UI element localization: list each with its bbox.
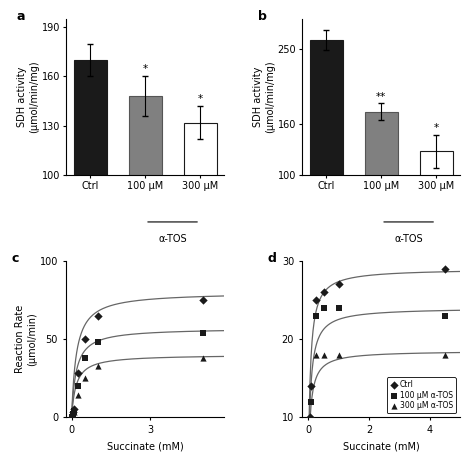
- 300 μM α-TOS: [306, 437, 314, 444]
- 300 μM α-TOS: [308, 421, 315, 428]
- 300 μM α-TOS: [441, 351, 448, 358]
- Point: [94, 362, 101, 369]
- Y-axis label: SDH activity
(μmol/min/mg): SDH activity (μmol/min/mg): [18, 61, 39, 133]
- 300 μM α-TOS: [305, 452, 312, 460]
- 100 μM α-TOS: [305, 452, 312, 460]
- Y-axis label: Reaction Rate
(μmol/min): Reaction Rate (μmol/min): [15, 305, 37, 373]
- Text: a: a: [16, 9, 25, 23]
- Legend: Ctrl, 100 μM α-TOS, 300 μM α-TOS: Ctrl, 100 μM α-TOS, 300 μM α-TOS: [387, 377, 456, 413]
- Ctrl: [320, 288, 328, 296]
- Point: [71, 406, 78, 413]
- Bar: [183, 122, 217, 339]
- Text: d: d: [268, 252, 277, 264]
- Point: [69, 412, 77, 419]
- Point: [68, 413, 75, 421]
- Text: *: *: [198, 93, 202, 104]
- Point: [74, 382, 82, 390]
- Text: α-TOS: α-TOS: [394, 235, 423, 245]
- Point: [68, 413, 75, 421]
- Point: [68, 413, 75, 421]
- Point: [94, 338, 101, 346]
- Point: [199, 296, 207, 304]
- 100 μM α-TOS: [320, 304, 328, 311]
- Bar: [128, 96, 162, 339]
- 100 μM α-TOS: [312, 312, 320, 319]
- Point: [94, 312, 101, 319]
- Point: [74, 370, 82, 377]
- X-axis label: Succinate (mM): Succinate (mM): [107, 441, 183, 451]
- Point: [199, 354, 207, 362]
- Y-axis label: SDH activity
(μmol/min/mg): SDH activity (μmol/min/mg): [253, 61, 275, 133]
- Point: [199, 329, 207, 337]
- Point: [74, 392, 82, 399]
- Point: [71, 409, 78, 416]
- Text: *: *: [143, 64, 147, 74]
- 100 μM α-TOS: [308, 398, 315, 405]
- 300 μM α-TOS: [320, 351, 328, 358]
- Ctrl: [306, 413, 314, 421]
- 100 μM α-TOS: [441, 312, 448, 319]
- Bar: [365, 112, 398, 259]
- Ctrl: [308, 382, 315, 390]
- Point: [69, 409, 77, 416]
- Bar: [310, 40, 343, 259]
- Ctrl: [312, 296, 320, 304]
- Text: α-TOS: α-TOS: [158, 235, 187, 245]
- Ctrl: [305, 452, 312, 460]
- X-axis label: Succinate (mM): Succinate (mM): [343, 441, 419, 451]
- 300 μM α-TOS: [335, 351, 343, 358]
- Bar: [419, 152, 453, 259]
- Point: [81, 374, 89, 382]
- Point: [71, 407, 78, 415]
- 100 μM α-TOS: [335, 304, 343, 311]
- Point: [69, 410, 77, 418]
- Ctrl: [335, 281, 343, 288]
- Text: *: *: [434, 123, 438, 133]
- 300 μM α-TOS: [312, 351, 320, 358]
- Bar: [73, 60, 107, 339]
- Ctrl: [441, 265, 448, 273]
- 100 μM α-TOS: [306, 421, 314, 428]
- Text: c: c: [11, 252, 18, 264]
- Point: [81, 354, 89, 362]
- Point: [81, 335, 89, 343]
- Text: b: b: [258, 9, 267, 23]
- Text: **: **: [376, 91, 386, 101]
